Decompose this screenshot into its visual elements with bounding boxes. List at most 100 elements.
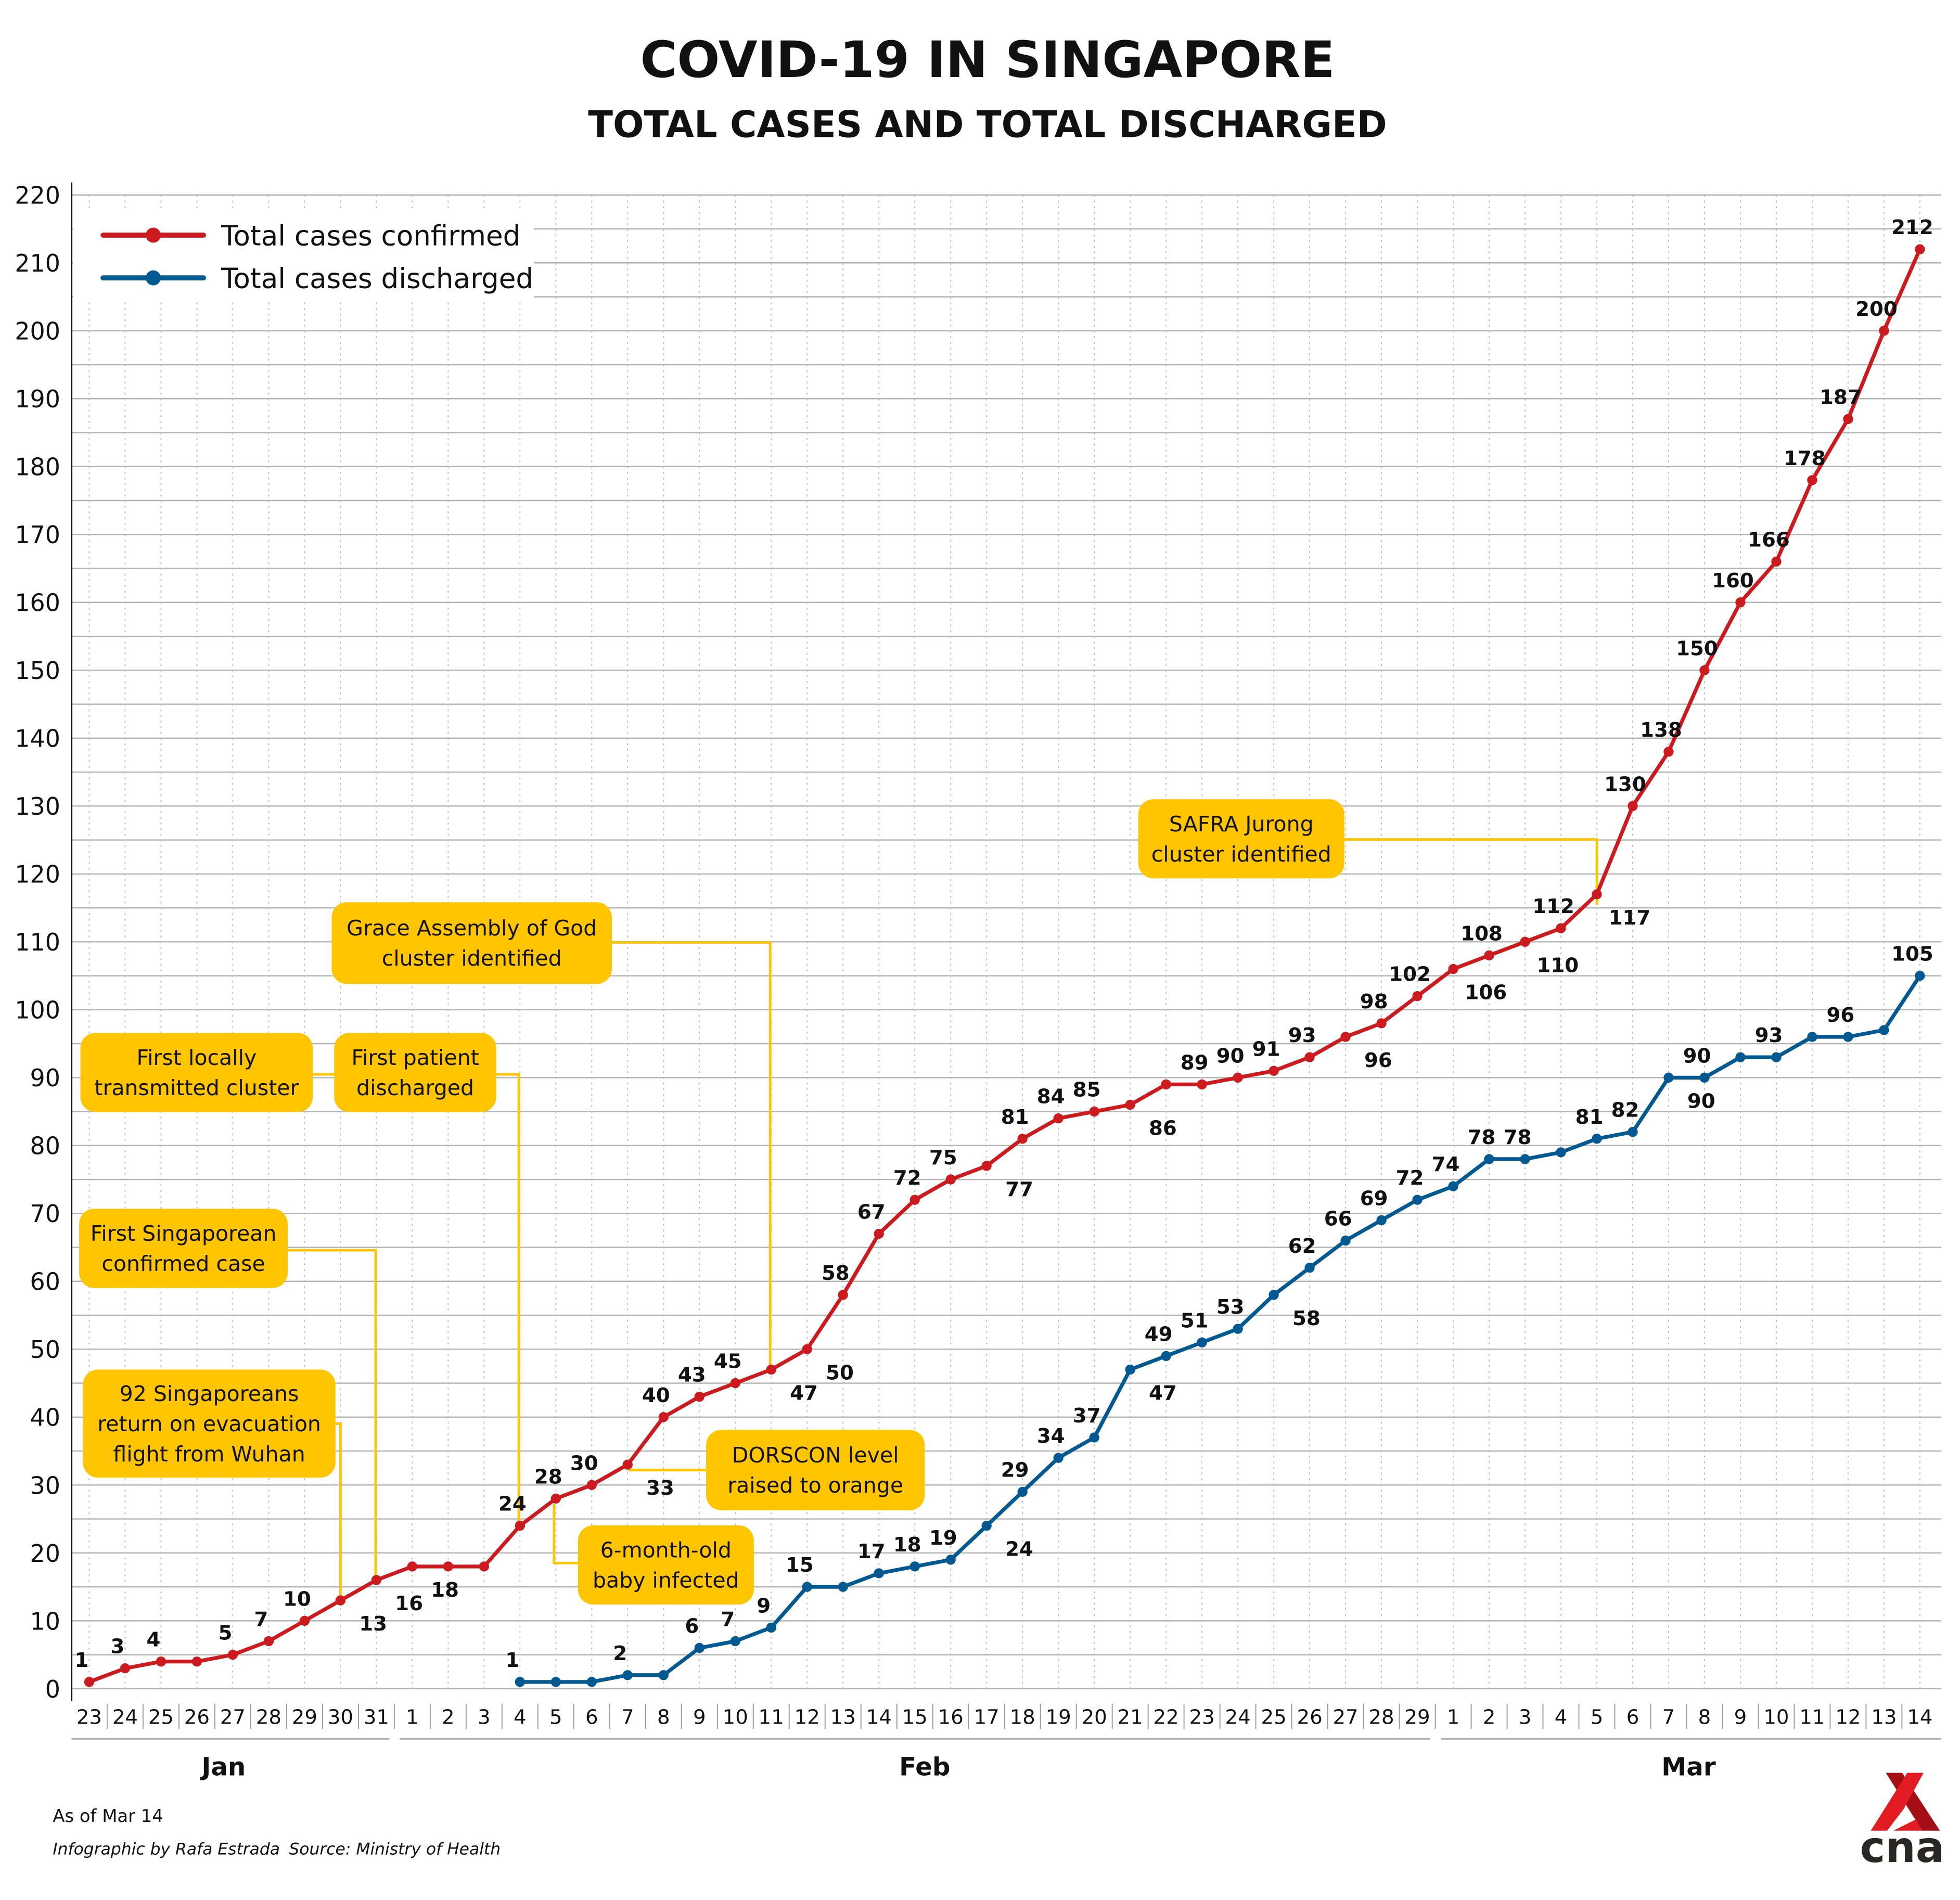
data-label: 18 [893,1533,921,1557]
x-tick-label: 4 [514,1705,527,1729]
y-tick-label: 120 [15,861,60,889]
data-label: 90 [1687,1089,1715,1113]
x-tick-label: 26 [184,1705,210,1729]
data-point [263,1636,274,1647]
data-label: 7 [721,1608,735,1632]
data-label: 86 [1149,1116,1177,1140]
data-label: 40 [642,1384,670,1407]
x-tick-label: 13 [1871,1705,1897,1729]
legend-label: Total cases discharged [221,262,533,294]
data-point [1484,1154,1494,1164]
annotation-text: discharged [356,1075,474,1100]
data-point [1089,1106,1099,1117]
annotation-text: baby infected [593,1568,739,1593]
x-tick-label: 12 [1835,1705,1861,1729]
data-point [1735,1052,1746,1062]
data-point [191,1657,202,1667]
data-point [1735,597,1746,608]
x-tick-label: 29 [1404,1705,1430,1729]
source-note: Source: Ministry of Health [289,1840,501,1859]
data-label: 138 [1640,718,1682,742]
annotation-text: confirmed case [101,1251,265,1276]
data-label: 102 [1389,963,1431,986]
chart-subtitle: TOTAL CASES AND TOTAL DISCHARGED [588,104,1387,146]
data-point [550,1493,561,1504]
annotation-text: 92 Singaporeans [120,1381,299,1406]
y-tick-label: 70 [30,1200,60,1228]
x-tick-label: 28 [1368,1705,1394,1729]
data-label: 166 [1748,528,1790,551]
x-tick-label: 24 [1225,1705,1251,1729]
data-label: 15 [786,1554,814,1577]
y-tick-label: 150 [15,657,60,685]
annotation-connector [611,941,772,1370]
annotation-text: First locally [137,1045,257,1070]
data-label: 93 [1288,1024,1316,1047]
data-label: 7 [254,1608,268,1632]
data-point [1628,801,1638,811]
x-tick-label: 2 [1483,1705,1496,1729]
x-tick-label: 7 [1662,1705,1675,1729]
cna-logo-text: cna [1860,1823,1945,1872]
as-of-note: As of Mar 14 [53,1806,163,1826]
y-tick-label: 140 [15,725,60,753]
data-point [1412,991,1423,1002]
y-tick-label: 0 [45,1675,60,1703]
data-point [909,1561,920,1572]
data-label: 66 [1324,1208,1352,1231]
x-tick-label: 28 [256,1705,281,1729]
x-tick-label: 30 [328,1705,353,1729]
annotation-connector [287,1249,377,1581]
x-tick-label: 10 [723,1705,748,1729]
data-point [874,1568,884,1578]
x-tick-label: 8 [1698,1705,1711,1729]
data-label: 43 [678,1364,706,1387]
y-tick-label: 90 [30,1064,60,1092]
data-label: 17 [857,1540,886,1563]
data-point [694,1392,704,1402]
data-label: 160 [1712,569,1754,593]
data-point [658,1670,669,1680]
data-label: 85 [1073,1079,1101,1102]
data-point [1663,747,1674,757]
annotation-box [578,1525,754,1605]
data-labels: 13 4 5710131618242830334043454750586772757… [75,216,1933,1672]
data-point [1879,1025,1889,1035]
data-point [1304,1263,1315,1273]
x-tick-label: 16 [938,1705,964,1729]
data-label: 82 [1611,1099,1639,1122]
data-label: 47 [1149,1381,1177,1405]
data-label: 50 [826,1361,854,1384]
x-tick-label: 22 [1154,1705,1179,1729]
data-point [1843,414,1853,425]
data-point [1233,1072,1243,1083]
annotations: 92 Singaporeans return on evacuation fligh… [79,799,1598,1605]
data-point [550,1677,561,1687]
data-point [1017,1486,1028,1497]
y-tick-label: 110 [15,928,60,956]
annotation-box [79,1209,288,1288]
data-point [479,1561,489,1572]
data-point [1699,1072,1710,1083]
annotation-box [80,1033,313,1112]
data-point [515,1520,525,1531]
data-point [1915,970,1925,981]
data-point [945,1555,956,1565]
data-label: 28 [534,1465,562,1488]
data-point [1269,1065,1279,1076]
data-point [730,1636,740,1647]
y-tick-label: 40 [30,1404,60,1432]
data-label: 90 [1216,1044,1245,1068]
data-label: 47 [790,1381,818,1405]
x-tick-label: 14 [866,1705,892,1729]
y-tick-label: 180 [15,453,60,481]
data-point [156,1657,166,1667]
x-tick-label: 1 [406,1705,419,1729]
annotation-box [331,902,612,984]
series-line-confirmed [88,248,1922,1684]
legend: Total cases confirmed Total cases dischar… [73,209,534,302]
data-label: 1 [505,1649,519,1672]
data-label: 30 [570,1452,598,1475]
data-label: 4 [146,1628,160,1652]
data-point [1771,556,1782,567]
